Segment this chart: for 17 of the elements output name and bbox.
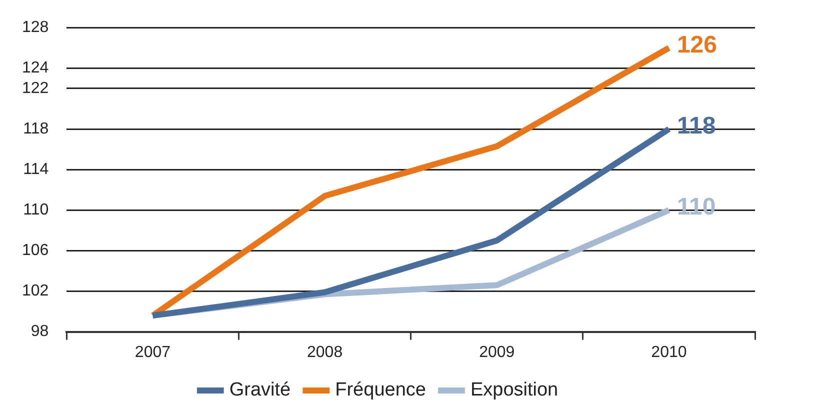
x-tick-label: 2010 xyxy=(651,344,687,361)
y-tick-label: 102 xyxy=(22,282,49,300)
x-tick-label: 2007 xyxy=(134,344,171,361)
y-tick-label: 128 xyxy=(22,19,49,36)
data-label: 126 xyxy=(676,32,718,59)
y-tick-label: 122 xyxy=(22,80,49,97)
legend-label: Gravité xyxy=(229,380,291,401)
y-tick-label: 114 xyxy=(23,160,49,178)
legend-label: Fréquence xyxy=(335,380,426,401)
y-tick-label: 106 xyxy=(22,242,49,260)
y-tick-label: 110 xyxy=(23,202,49,219)
y-tick-label: 118 xyxy=(23,120,49,138)
x-tick-label: 2008 xyxy=(307,344,343,361)
legend-label: Exposition xyxy=(470,380,558,401)
y-tick-label: 124 xyxy=(22,60,49,77)
x-tick-label: 2009 xyxy=(479,344,515,361)
y-tick-label: 98 xyxy=(30,323,49,340)
